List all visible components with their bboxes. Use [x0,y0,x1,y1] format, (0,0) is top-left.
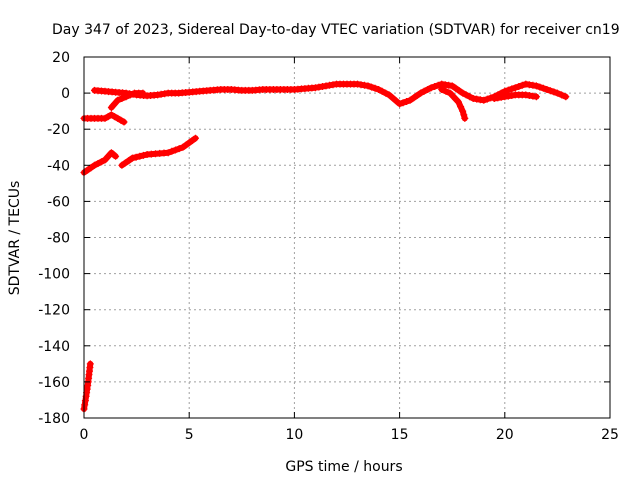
y-tick-label: -120 [38,303,70,319]
x-tick-label: 10 [285,427,303,443]
x-tick-label: 20 [496,427,514,443]
series-arc-dip [438,86,469,122]
series-plus-markers [118,134,199,169]
y-tick-label: -100 [38,267,70,283]
y-tick-label: -60 [47,194,70,210]
series-arc-minus35 [118,134,199,169]
y-axis-label: SDTVAR / TECUs [7,181,23,296]
series-plus-markers [438,86,469,122]
x-tick-label: 0 [80,427,89,443]
series-plus-markers [490,91,540,102]
x-tick-label: 5 [185,427,194,443]
y-tick-label: -40 [47,158,70,174]
series-arc-rise [107,89,147,111]
series-plus-markers [91,80,570,108]
chart-title: Day 347 of 2023, Sidereal Day-to-day VTE… [52,22,620,38]
axis-ticks: 0 5 10 15 20 25 20 0 -20 -40 -60 -80 -100 -120 -140 -16… [38,50,619,443]
data-series [80,80,570,413]
y-tick-label: -20 [47,122,70,138]
y-tick-label: 20 [52,50,70,66]
x-tick-label: 15 [391,427,409,443]
y-tick-label: 0 [61,86,70,102]
y-tick-label: -160 [38,375,70,391]
y-tick-label: -180 [38,411,70,427]
x-tick-label: 25 [601,427,619,443]
y-tick-label: -80 [47,231,70,247]
y-tick-label: -140 [38,339,70,355]
grid-lines [84,57,610,418]
series-arc-main [91,80,570,108]
series-arc-low-branch [490,91,540,102]
x-axis-label: GPS time / hours [285,459,402,475]
series-plus-markers [107,89,147,111]
